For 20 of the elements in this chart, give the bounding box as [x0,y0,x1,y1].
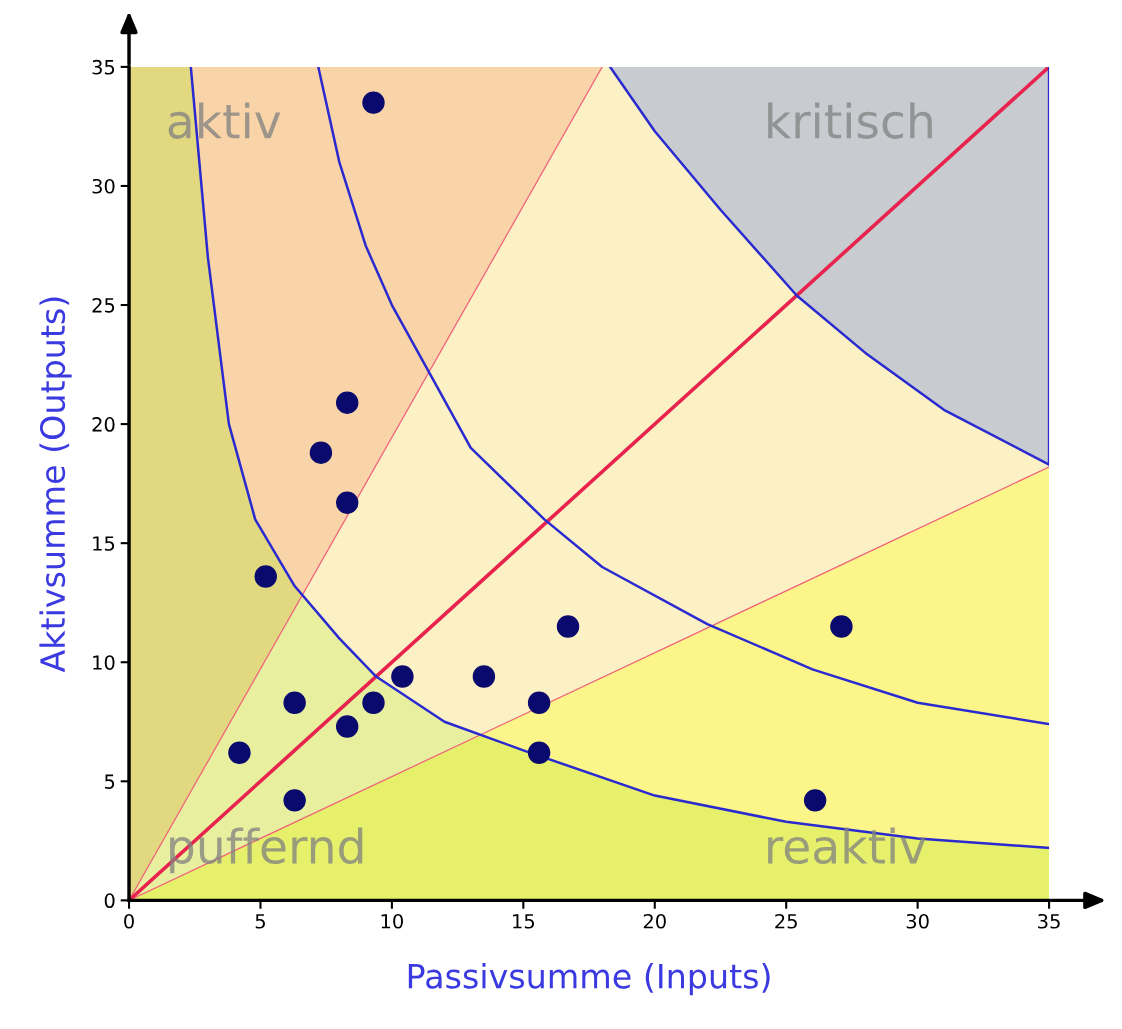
y-tick-label: 15 [93,536,115,551]
x-axis-title: Passivsumme (Inputs) [408,962,770,996]
x-tick-label: 5 [255,914,265,929]
x-tick-label: 15 [513,914,535,929]
x-tick-label: 0 [124,913,134,929]
y-tick-label: 35 [92,59,115,75]
y-tick-label: 25 [92,297,115,313]
annotation: kritisch [768,102,932,139]
x-tick-label: 30 [906,913,929,929]
y-tick-label: 20 [92,417,115,432]
x-tick-label: 35 [1038,913,1060,929]
annotation: reaktiv [768,827,926,865]
y-tick-label: 0 [104,893,115,909]
y-tick-label: 5 [104,774,115,789]
y-tick-label: 30 [92,178,115,194]
x-tick-label: 25 [775,913,797,929]
x-tick-label: 20 [643,913,666,929]
x-tick-label: 10 [381,913,403,929]
y-axis-title: Aktivsumme (Outputs) [39,297,72,673]
y-tick-label: 10 [93,655,115,670]
